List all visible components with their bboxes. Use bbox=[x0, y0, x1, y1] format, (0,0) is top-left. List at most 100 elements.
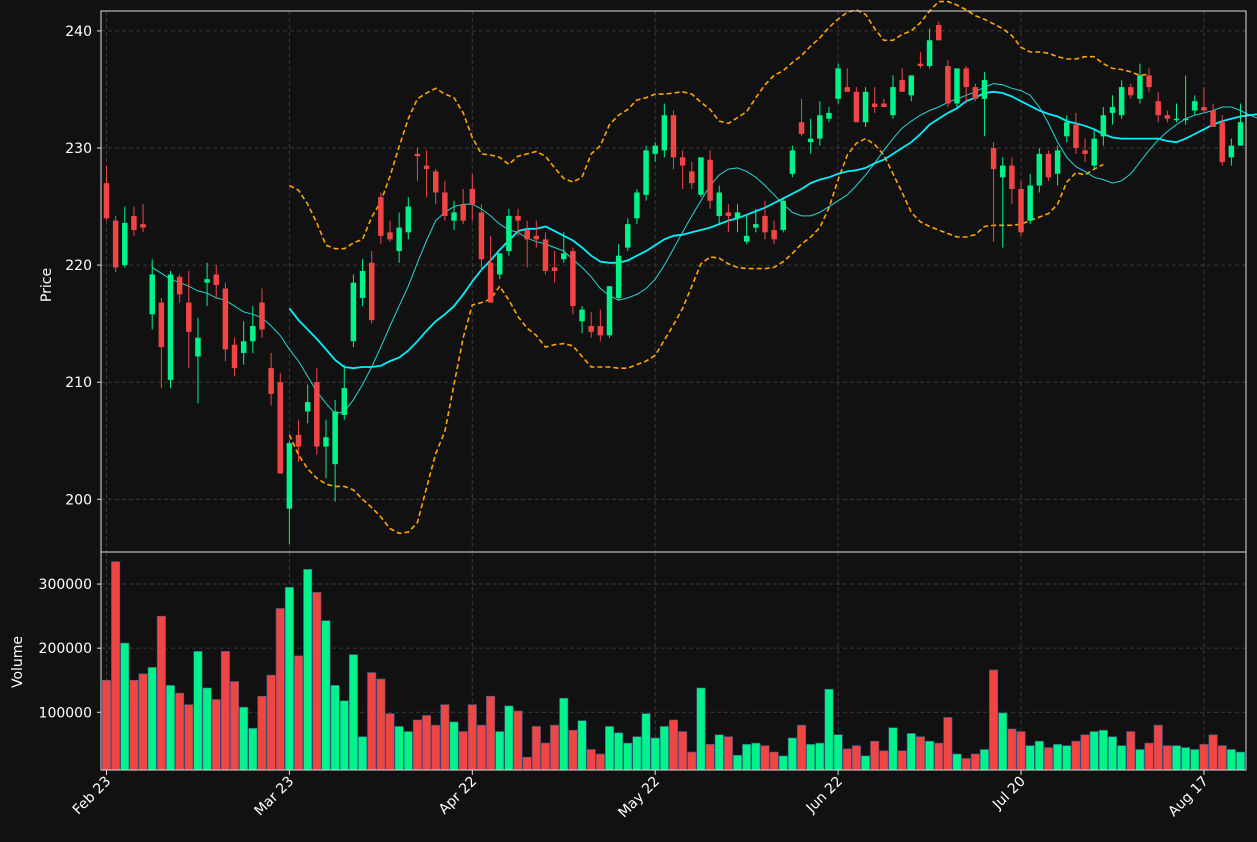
candle-body bbox=[405, 206, 412, 233]
candle-body bbox=[689, 171, 695, 184]
candle-body bbox=[167, 274, 174, 380]
candle bbox=[1027, 173, 1033, 225]
candle-body bbox=[359, 270, 366, 298]
volume-tick-label: 300000 bbox=[39, 577, 92, 593]
candle-body bbox=[332, 411, 338, 465]
candle bbox=[679, 150, 686, 189]
candle bbox=[414, 148, 421, 181]
candle bbox=[231, 337, 238, 377]
candle bbox=[1164, 110, 1171, 123]
candle-body bbox=[881, 103, 887, 108]
volume-bar bbox=[650, 737, 660, 771]
candle-body bbox=[625, 224, 631, 248]
candle-body bbox=[387, 232, 393, 240]
sma-fast-line bbox=[151, 83, 1257, 415]
candle bbox=[606, 286, 613, 338]
volume-bar bbox=[1190, 749, 1200, 771]
candle bbox=[387, 220, 393, 242]
candle-body bbox=[469, 188, 476, 205]
volume-bar bbox=[998, 712, 1008, 771]
candle-body bbox=[304, 402, 311, 412]
volume-axis-label: Volume bbox=[10, 636, 26, 688]
volume-bar bbox=[458, 731, 468, 771]
candle bbox=[186, 270, 192, 369]
candle bbox=[881, 98, 887, 108]
candle bbox=[1155, 91, 1161, 123]
candle bbox=[451, 200, 457, 230]
volume-bar bbox=[1208, 734, 1218, 771]
candle bbox=[222, 282, 229, 362]
candle bbox=[1100, 107, 1107, 146]
volume-bar bbox=[165, 685, 176, 771]
volume-bar bbox=[348, 654, 358, 771]
candle-body bbox=[734, 212, 741, 219]
candle-body bbox=[1109, 107, 1116, 113]
candle bbox=[652, 142, 658, 163]
candle-body bbox=[1036, 153, 1043, 186]
candle bbox=[323, 419, 329, 479]
volume-bar bbox=[1098, 729, 1108, 771]
candle bbox=[798, 98, 805, 137]
volume-bar bbox=[870, 740, 880, 771]
candle bbox=[908, 75, 915, 102]
candle bbox=[1082, 138, 1088, 163]
candle bbox=[551, 251, 558, 283]
candle-body bbox=[698, 157, 704, 195]
volume-bar bbox=[668, 719, 679, 771]
candle bbox=[844, 68, 851, 92]
candle bbox=[762, 200, 768, 240]
candle bbox=[954, 68, 960, 108]
volume-bar bbox=[842, 748, 852, 771]
volume-bar bbox=[659, 726, 669, 771]
candle bbox=[771, 220, 777, 245]
candle-body bbox=[122, 222, 128, 266]
candle bbox=[442, 180, 448, 221]
candle bbox=[917, 51, 924, 69]
candle-body bbox=[350, 282, 357, 342]
volume-bar bbox=[614, 732, 624, 771]
volume-bar bbox=[385, 713, 395, 771]
volume-bar bbox=[851, 745, 861, 771]
candle bbox=[368, 251, 375, 324]
candle bbox=[625, 218, 631, 252]
candle-body bbox=[423, 165, 430, 170]
volume-bar bbox=[467, 704, 477, 771]
candle-body bbox=[588, 325, 594, 332]
bollinger-bands bbox=[288, 0, 1150, 535]
volume-bar bbox=[979, 749, 989, 771]
candle-body bbox=[515, 215, 521, 221]
candle bbox=[807, 118, 814, 154]
volume-bar bbox=[769, 751, 779, 771]
candle bbox=[268, 352, 274, 406]
candle-body bbox=[679, 157, 686, 166]
volume-bar bbox=[220, 651, 230, 771]
candle-body bbox=[835, 68, 841, 99]
candle-body bbox=[753, 224, 759, 228]
candle bbox=[176, 274, 183, 303]
candle-body bbox=[1137, 75, 1143, 99]
candle-body bbox=[323, 437, 329, 447]
volume-bar bbox=[1034, 740, 1044, 771]
volume-bar bbox=[897, 750, 907, 771]
volume-bar bbox=[1016, 731, 1026, 771]
volume-bar bbox=[778, 755, 788, 771]
candle-body bbox=[432, 171, 439, 193]
volume-bar bbox=[358, 736, 368, 771]
volume-bar bbox=[1025, 745, 1035, 771]
volume-bar bbox=[970, 753, 980, 771]
candle-body bbox=[131, 215, 137, 230]
candle bbox=[259, 288, 265, 338]
candle-body bbox=[716, 192, 722, 216]
volume-bar bbox=[568, 729, 578, 771]
candle-body bbox=[606, 286, 613, 336]
volume-bar bbox=[1181, 747, 1191, 771]
candle-body bbox=[1073, 124, 1079, 149]
candle bbox=[588, 311, 594, 338]
volume-bar bbox=[440, 704, 450, 771]
candle-body bbox=[862, 91, 869, 123]
candle-body bbox=[670, 115, 677, 158]
candle bbox=[871, 87, 878, 113]
volume-bar bbox=[989, 669, 999, 771]
volume-bar bbox=[559, 697, 569, 771]
